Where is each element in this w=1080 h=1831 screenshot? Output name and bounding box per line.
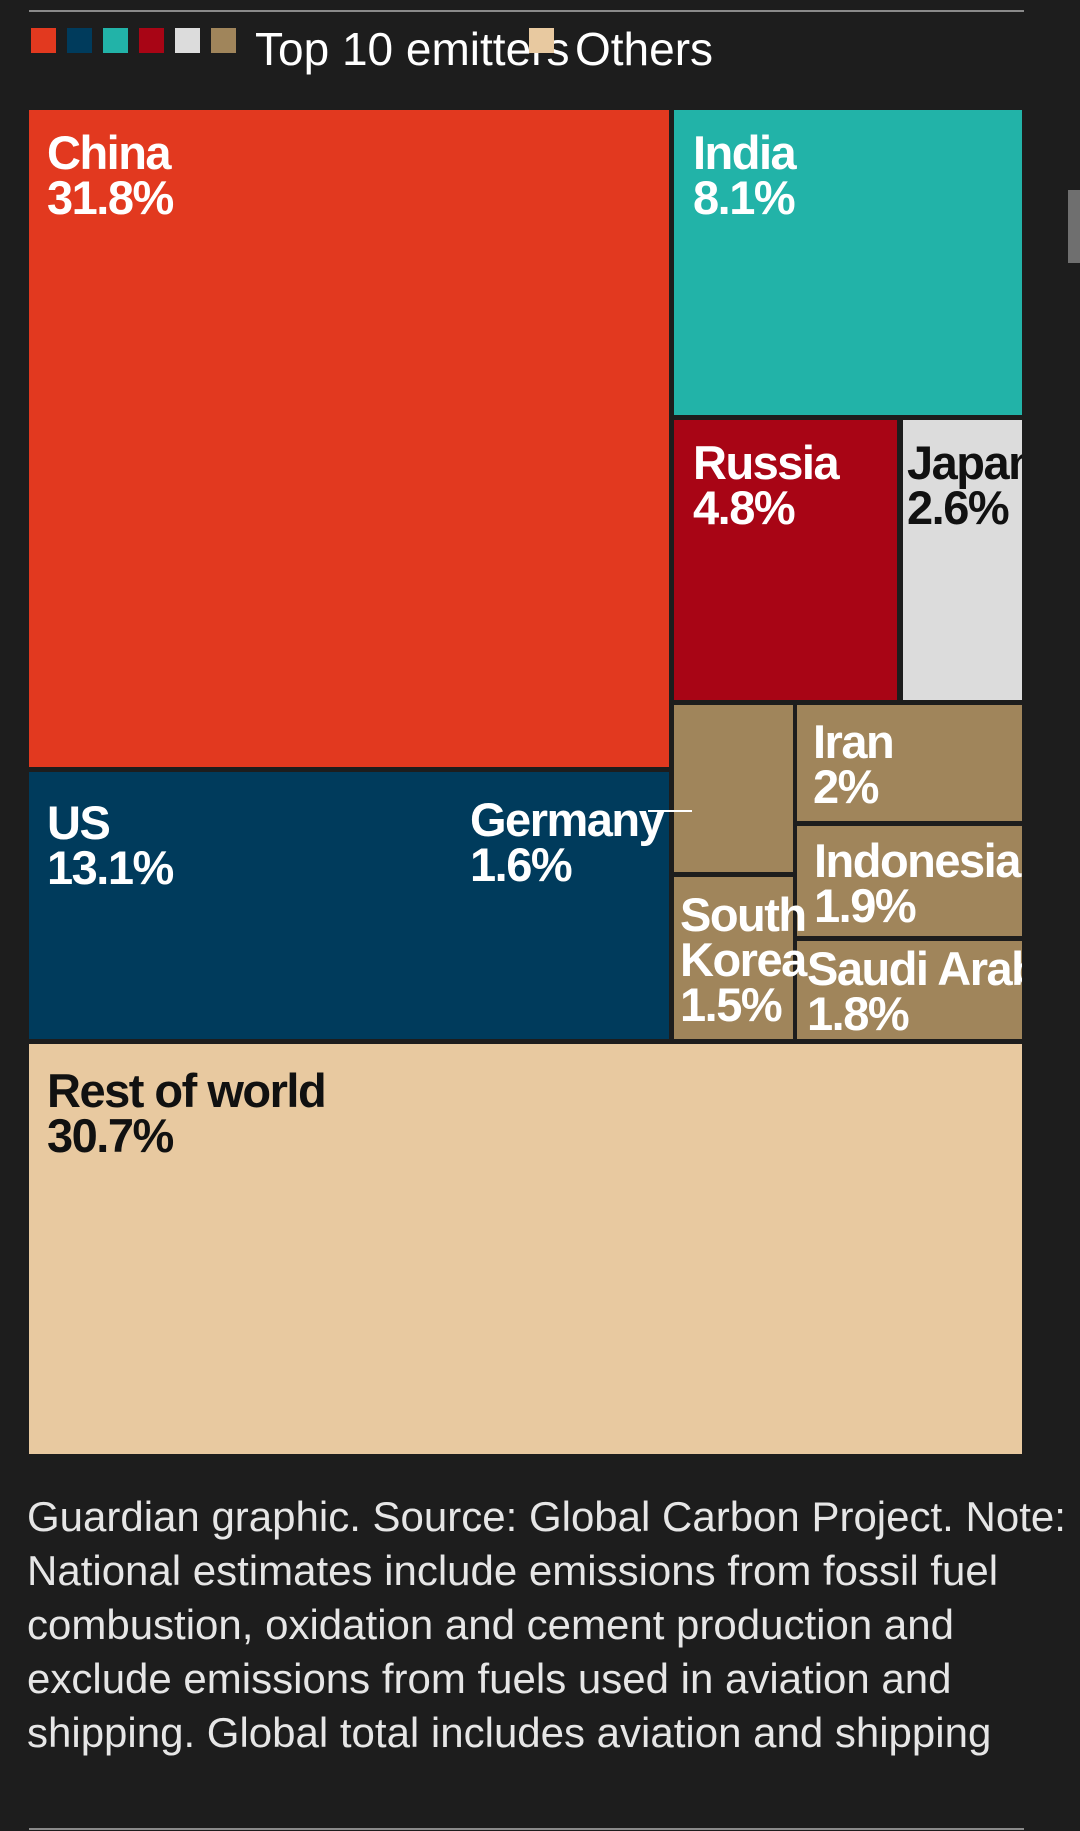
cell-name: Saudi Arabia	[807, 942, 1022, 995]
treemap-cell: India 8.1%	[674, 110, 1022, 415]
treemap-cell: Iran 2%	[797, 705, 1022, 821]
cell-value: 4.8%	[693, 481, 796, 534]
legend-label: Others	[575, 23, 714, 75]
treemap-cell: Rest of world 30.7%	[29, 1044, 1022, 1454]
treemap-cell: Saudi Arabia1.8%	[797, 941, 1022, 1039]
source-note: Guardian graphic. Source: Global Carbon …	[27, 1493, 1066, 1756]
cell-label: Saudi Arabia1.8%	[807, 942, 1022, 1039]
legend-swatch	[529, 28, 554, 53]
cell-value: 13.1%	[47, 841, 174, 894]
cell-name: South Korea	[680, 888, 807, 986]
cell-label: Germany 1.6%	[470, 793, 665, 891]
cell-label: US 13.1%	[47, 796, 174, 894]
cell-value: 2%	[813, 760, 879, 813]
cell-name: US	[47, 796, 111, 849]
leader-line	[648, 810, 692, 812]
top-rule	[29, 10, 1024, 12]
cell-label: Russia 4.8%	[693, 436, 840, 534]
legend-swatch	[175, 28, 200, 53]
cell-label: South Korea 1.5%	[680, 888, 807, 1031]
cell-label: India 8.1%	[693, 126, 797, 224]
cell-value: 8.1%	[693, 171, 796, 224]
cell-value: 1.5%	[680, 978, 783, 1031]
legend-swatch	[103, 28, 128, 53]
cell-label: Indonesia 1.9%	[814, 834, 1021, 932]
legend-swatch	[211, 28, 236, 53]
cell-name: Indonesia	[814, 834, 1021, 887]
cell-value: 31.8%	[47, 171, 174, 224]
treemap-cell: Japan2.6%	[903, 420, 1022, 700]
bottom-rule	[29, 1828, 1024, 1830]
treemap: Top 10 emitters Others China 31.8% India 8.1%…	[29, 23, 1022, 1454]
legend-swatch	[67, 28, 92, 53]
legend-swatch	[139, 28, 164, 53]
treemap-cell: Russia 4.8%	[674, 420, 897, 700]
treemap-cell: China 31.8%	[29, 110, 669, 767]
cell-name: Russia	[693, 436, 840, 489]
scrollbar	[1068, 190, 1080, 263]
cell-name: China	[47, 126, 172, 179]
cell-name: Rest of world	[47, 1064, 327, 1117]
cell-value: 2.6%	[907, 481, 1010, 534]
cell-name: Japan	[907, 436, 1022, 489]
cell-label: Japan2.6%	[907, 436, 1022, 534]
cell-label: Rest of world 30.7%	[47, 1064, 327, 1162]
treemap-cell	[674, 705, 793, 872]
cell-name: India	[693, 126, 797, 179]
cell-value: 1.9%	[814, 879, 917, 932]
cell-value: 30.7%	[47, 1109, 174, 1162]
treemap-cell: South Korea 1.5%	[674, 877, 807, 1039]
legend-label: Top 10 emitters	[255, 23, 570, 75]
cell-value: 1.6%	[470, 838, 573, 891]
cell-name: Iran	[813, 715, 895, 768]
cell-value: 1.8%	[807, 987, 910, 1039]
treemap-cell: US 13.1%	[29, 772, 669, 1039]
cell-label: Iran 2%	[813, 715, 895, 813]
treemap-cell: Indonesia 1.9%	[797, 826, 1022, 936]
legend-swatch	[31, 28, 56, 53]
cell-name: Germany	[470, 793, 665, 846]
cell-label: China 31.8%	[47, 126, 174, 224]
